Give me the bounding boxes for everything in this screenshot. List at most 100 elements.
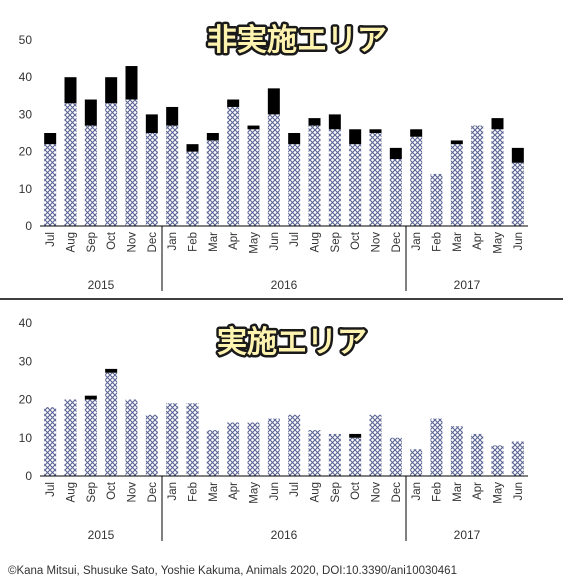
x-tick-label: Nov [127, 232, 139, 253]
x-tick-label: Apr [472, 482, 484, 500]
bar-segment-hatched [267, 114, 280, 226]
x-tick-label: May [249, 482, 261, 504]
bar-segment-hatched [145, 133, 158, 226]
bar-segment-solid [267, 88, 280, 115]
bar-segment-solid [105, 77, 118, 104]
y-tick-label: 40 [19, 70, 33, 84]
bar-segment-hatched [44, 407, 57, 476]
bar-segment-solid [186, 144, 199, 152]
x-tick-label: Feb [188, 482, 200, 502]
bar-segment-hatched [166, 125, 179, 226]
bar-segment-hatched [389, 159, 402, 226]
bar-segment-hatched [247, 129, 260, 226]
x-tick-label: Apr [228, 482, 240, 500]
bar-segment-hatched [44, 144, 57, 226]
bar-segment-solid [145, 114, 158, 133]
x-tick-label: Jun [269, 232, 281, 251]
bar-segment-hatched [166, 403, 179, 476]
bar-segment-hatched [328, 433, 341, 476]
x-tick-label: Dec [391, 482, 403, 503]
chart-title: 実施エリア [217, 325, 367, 360]
year-label: 2015 [88, 528, 115, 542]
x-tick-label: Jan [411, 232, 423, 251]
bar-segment-hatched [288, 144, 301, 226]
bar-segment-solid [125, 66, 138, 100]
y-tick-label: 20 [19, 393, 33, 407]
bar-segment-hatched [349, 144, 362, 226]
credit-line: ©Kana Mitsui, Shusuke Sato, Yoshie Kakum… [8, 565, 457, 577]
y-tick-label: 10 [19, 431, 33, 445]
bar-segment-hatched [186, 151, 199, 226]
bar-segment-hatched [105, 372, 118, 476]
bar-segment-hatched [369, 133, 382, 226]
bar-segment-hatched [410, 136, 423, 226]
x-tick-label: Dec [147, 482, 159, 503]
x-tick-label: Jan [167, 232, 179, 251]
x-tick-label: Aug [310, 482, 322, 502]
x-tick-label: Oct [350, 231, 362, 250]
year-label: 2017 [454, 278, 481, 292]
y-tick-label: 50 [19, 33, 33, 47]
bar-segment-solid [450, 140, 463, 145]
x-tick-label: Oct [106, 481, 118, 500]
bar-segment-solid [44, 133, 57, 145]
y-tick-label: 30 [19, 354, 33, 368]
x-tick-label: Jun [513, 482, 525, 501]
bar-segment-hatched [64, 399, 77, 476]
x-tick-label: Feb [188, 232, 200, 252]
x-tick-label: Jun [513, 232, 525, 251]
chart-title: 非実施エリア [207, 23, 387, 58]
bar-segment-hatched [105, 103, 118, 226]
bar-segment-hatched [349, 437, 362, 476]
bar-segment-solid [206, 133, 219, 141]
bar-segment-solid [84, 99, 97, 126]
bar-segment-solid [349, 433, 362, 438]
bar-segment-hatched [511, 441, 524, 476]
bar-segment-hatched [84, 399, 97, 476]
bar-segment-hatched [328, 129, 341, 226]
x-tick-label: Nov [371, 482, 383, 503]
x-tick-label: Jan [411, 482, 423, 501]
bar-segment-solid [227, 99, 240, 107]
bar-segment-hatched [288, 414, 301, 476]
bar-segment-hatched [491, 445, 504, 476]
x-tick-label: Feb [432, 232, 444, 252]
bar-segment-hatched [491, 129, 504, 226]
x-tick-label: Feb [432, 482, 444, 502]
x-tick-label: Nov [127, 482, 139, 503]
x-tick-label: May [493, 482, 505, 504]
y-tick-label: 40 [19, 316, 33, 330]
bar-segment-hatched [430, 173, 443, 226]
bar-segment-hatched [430, 418, 443, 477]
bar-segment-solid [389, 147, 402, 160]
bar-segment-solid [511, 147, 524, 163]
x-tick-label: Jan [167, 482, 179, 501]
bar-segment-solid [64, 77, 77, 104]
bar-segment-hatched [247, 422, 260, 476]
bar-segment-solid [105, 368, 118, 373]
x-tick-label: Apr [228, 232, 240, 250]
bar-segment-solid [247, 125, 260, 130]
bar-segment-hatched [450, 426, 463, 476]
bar-segment-solid [308, 118, 321, 126]
chart-implementation-area: 0 10 20 30 40 Jul Aug Sep Oct Nov Dec Jan Feb Mar Apr… [19, 316, 528, 542]
bar-segment-hatched [227, 106, 240, 226]
x-tick-label: Sep [330, 232, 342, 252]
bar-segment-hatched [125, 99, 138, 226]
bar-segment-hatched [145, 414, 158, 476]
x-tick-label: Dec [147, 232, 159, 253]
bar-segment-hatched [84, 125, 97, 226]
bar-segment-solid [369, 129, 382, 133]
bar-segment-hatched [125, 399, 138, 476]
x-tick-label: Dec [391, 232, 403, 253]
bar-segment-solid [410, 129, 423, 137]
x-tick-label: Jul [289, 232, 301, 247]
x-tick-label: Jul [45, 232, 57, 247]
bar-segment-hatched [410, 449, 423, 476]
bar-segment-hatched [206, 430, 219, 476]
bar-segment-hatched [64, 103, 77, 226]
bar-segment-hatched [186, 403, 199, 476]
x-tick-label: May [493, 232, 505, 254]
bar-segment-solid [84, 395, 97, 400]
